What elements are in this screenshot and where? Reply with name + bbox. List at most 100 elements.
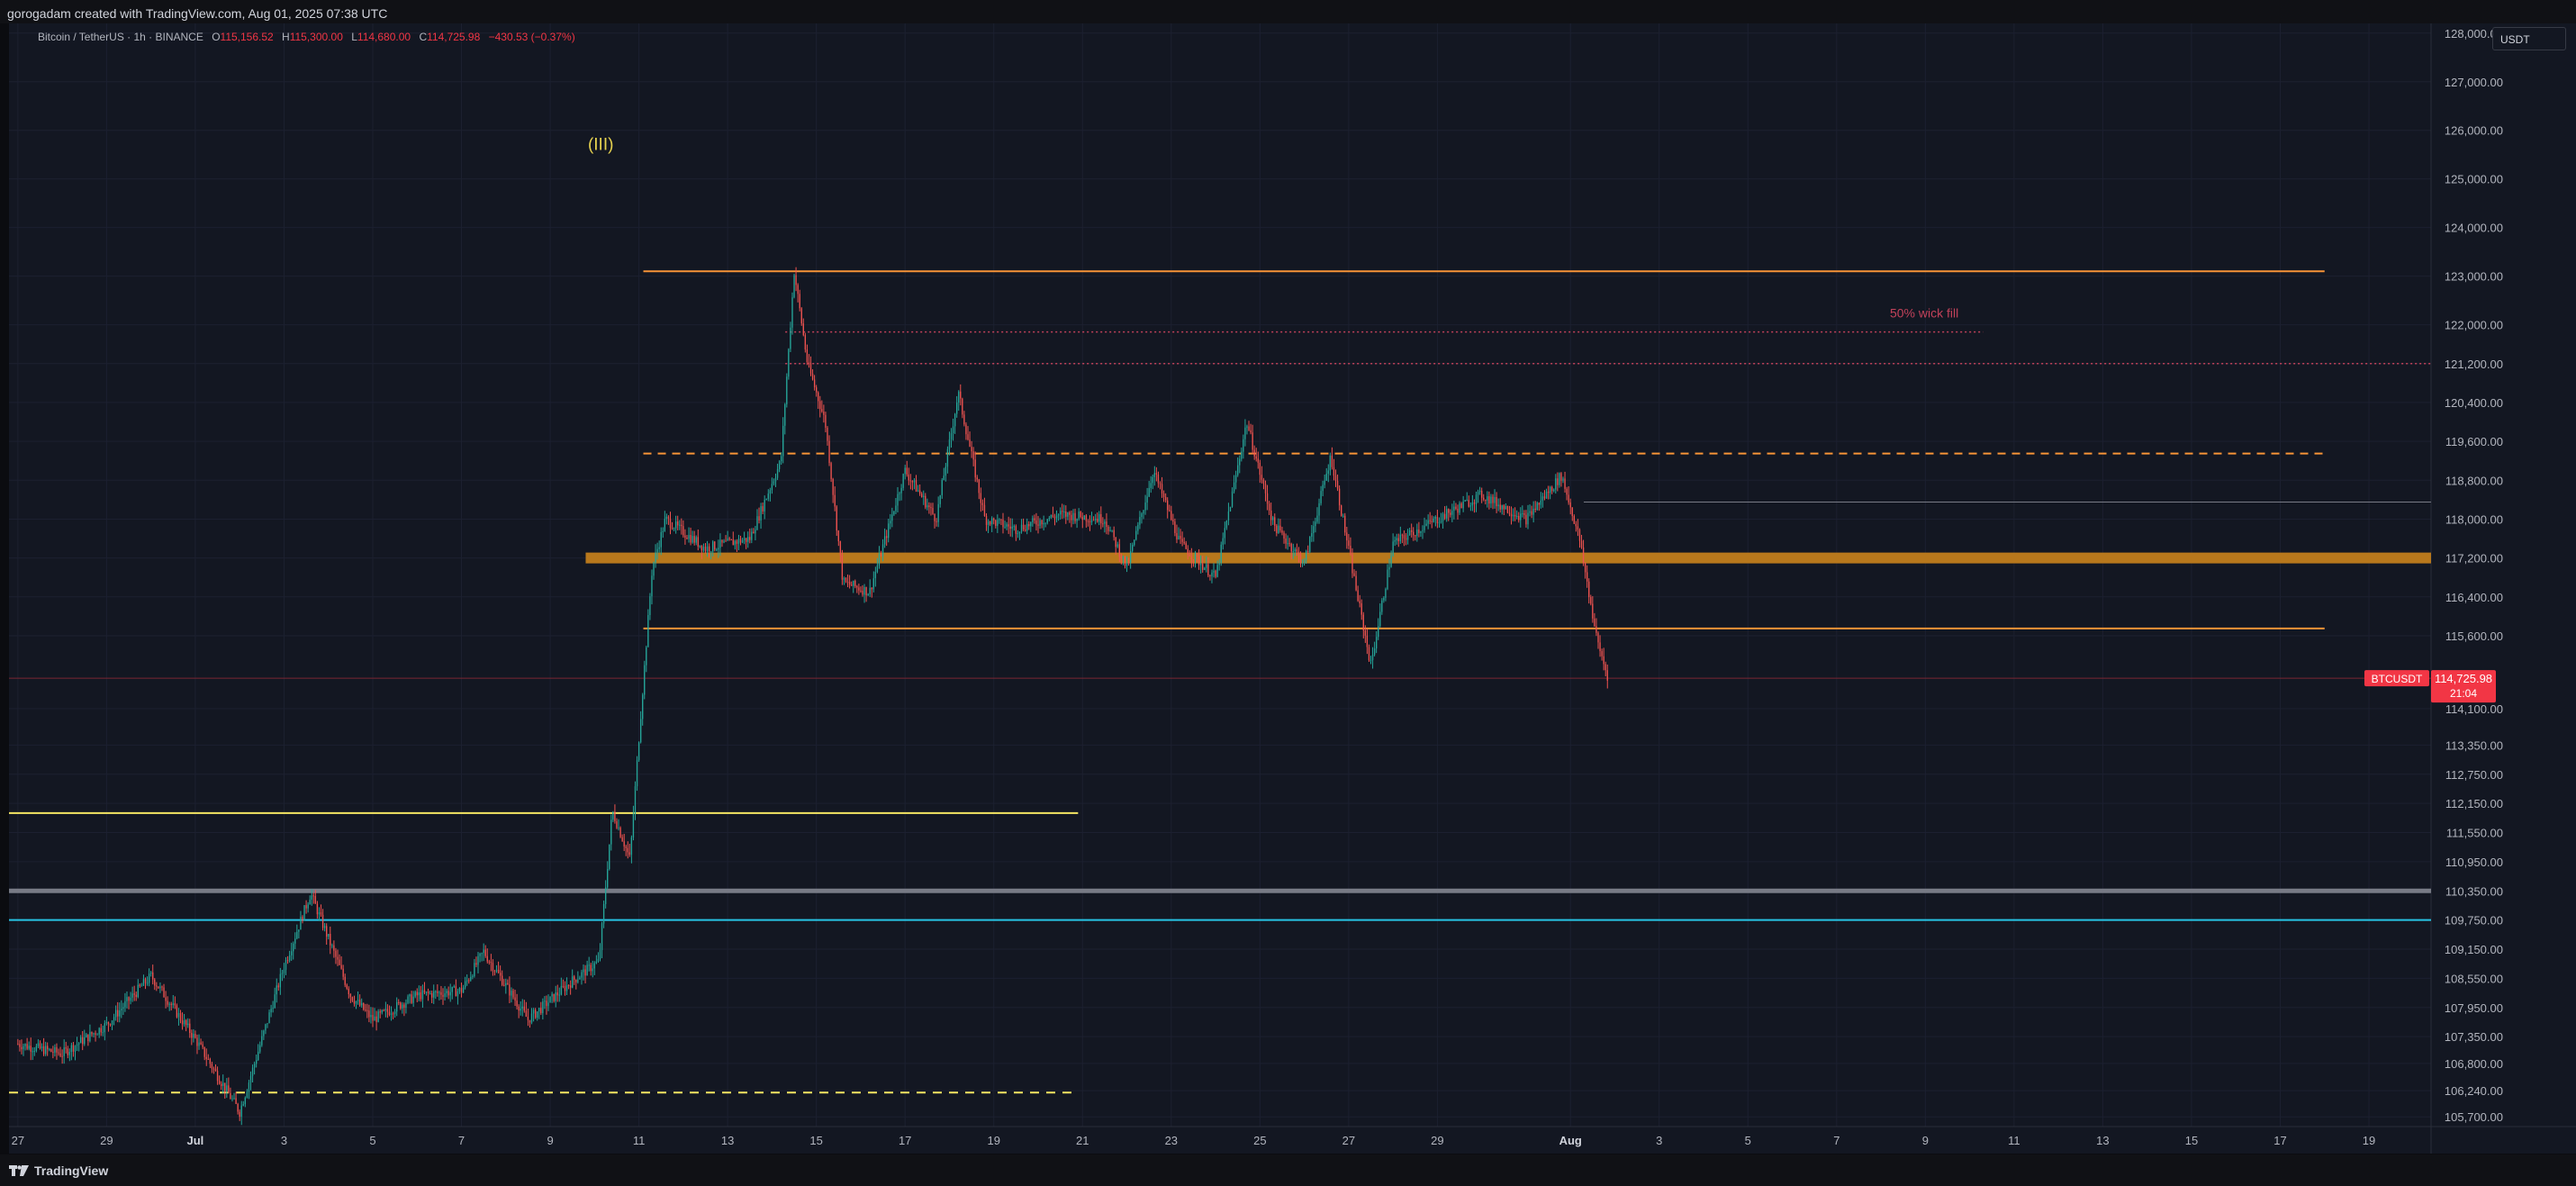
candle-body bbox=[848, 582, 851, 585]
symbol-name[interactable]: Bitcoin / TetherUS · 1h · BINANCE bbox=[38, 31, 203, 43]
candle-body bbox=[684, 535, 686, 538]
candle-body bbox=[1098, 513, 1100, 522]
candle-body bbox=[429, 992, 431, 994]
candle-body bbox=[520, 1008, 521, 1011]
candle-body bbox=[109, 1024, 112, 1026]
currency-button[interactable]: USDT bbox=[2492, 27, 2566, 50]
candle-body bbox=[1146, 496, 1148, 503]
candle-body bbox=[623, 841, 625, 846]
candle-body bbox=[530, 1013, 533, 1023]
candle-body bbox=[355, 1000, 357, 1004]
candle-body bbox=[32, 1051, 33, 1053]
candle-body bbox=[904, 467, 906, 475]
candle-body bbox=[1218, 562, 1220, 566]
candle-body bbox=[285, 960, 287, 970]
candle-body bbox=[1379, 611, 1381, 627]
candle-body bbox=[1357, 590, 1359, 602]
candle-body bbox=[1325, 474, 1327, 481]
tradingview-logo[interactable]: TradingView bbox=[9, 1163, 108, 1178]
candle-body bbox=[1506, 505, 1509, 513]
candle-body bbox=[122, 1007, 124, 1009]
price-tick-label: 109,150.00 bbox=[2445, 943, 2503, 956]
wave-annotation[interactable]: (III) bbox=[588, 135, 614, 154]
candle-body bbox=[1603, 656, 1604, 665]
candle-body bbox=[695, 537, 697, 543]
candle-body bbox=[642, 694, 644, 720]
candle-body bbox=[693, 536, 695, 543]
candlestick-chart[interactable]: (III) 50% wick fill 128,000.00 127,000.00 12… bbox=[9, 23, 2576, 1154]
candle-body bbox=[68, 1052, 70, 1055]
candle-body bbox=[63, 1047, 65, 1056]
candle-body bbox=[326, 926, 328, 937]
candle-body bbox=[328, 933, 330, 937]
symbol-badge bbox=[2364, 670, 2429, 687]
candle-body bbox=[1109, 530, 1111, 531]
candle-body bbox=[1220, 544, 1222, 563]
candle-body bbox=[1002, 520, 1004, 528]
candle-body bbox=[1299, 554, 1302, 564]
candle-body bbox=[194, 1034, 196, 1038]
candle-body bbox=[420, 991, 422, 1000]
candle-body bbox=[1316, 515, 1318, 522]
candle-body bbox=[737, 539, 740, 544]
candle-body bbox=[952, 426, 954, 434]
candle-body bbox=[296, 931, 298, 939]
candle-body bbox=[168, 1003, 170, 1005]
candle-body bbox=[682, 526, 684, 536]
candle-body bbox=[405, 1002, 407, 1009]
price-tick-label: 121,200.00 bbox=[2445, 358, 2503, 371]
candle-body bbox=[33, 1050, 35, 1052]
candle-body bbox=[1262, 479, 1265, 484]
candle-body bbox=[881, 544, 884, 557]
candle-body bbox=[126, 997, 128, 1001]
level-thick-band[interactable] bbox=[585, 552, 2432, 564]
candle-body bbox=[602, 903, 605, 924]
candle-body bbox=[431, 992, 433, 998]
candle-body bbox=[131, 993, 133, 998]
time-tick-label: 29 bbox=[1431, 1134, 1443, 1147]
time-tick-label: 7 bbox=[1833, 1134, 1839, 1147]
candle-body bbox=[111, 1020, 113, 1026]
candle-body bbox=[1334, 475, 1337, 481]
candle-body bbox=[815, 387, 818, 393]
candle-body bbox=[475, 963, 477, 965]
candle-body bbox=[1490, 496, 1492, 504]
candle-body bbox=[1246, 426, 1248, 428]
candle-body bbox=[697, 537, 699, 547]
candle-body bbox=[893, 511, 895, 515]
chart-area[interactable]: (III) 50% wick fill 128,000.00 127,000.00 12… bbox=[9, 23, 2576, 1154]
candle-body bbox=[1211, 572, 1213, 576]
time-tick-label: 13 bbox=[721, 1134, 734, 1147]
candle-body bbox=[466, 980, 468, 982]
candle-body bbox=[1035, 520, 1037, 525]
candle-body bbox=[802, 323, 804, 336]
candle-body bbox=[926, 505, 928, 508]
candle-body bbox=[337, 956, 339, 960]
candle-body bbox=[233, 1098, 235, 1100]
wick-fill-label[interactable]: 50% wick fill bbox=[1890, 305, 1958, 320]
candle-body bbox=[1446, 509, 1448, 519]
candle-body bbox=[708, 546, 710, 552]
candle-body bbox=[400, 1002, 402, 1009]
candle-body bbox=[662, 530, 664, 532]
candle-body bbox=[1582, 547, 1585, 564]
change-value: −430.53 (−0.37%) bbox=[488, 31, 575, 43]
candle-body bbox=[442, 994, 444, 997]
candle-body bbox=[1028, 523, 1030, 527]
price-tick-label: 111,550.00 bbox=[2446, 827, 2503, 840]
candle-body bbox=[393, 1011, 396, 1014]
candle-body bbox=[375, 1016, 377, 1022]
candle-body bbox=[839, 541, 842, 556]
candle-body bbox=[1227, 511, 1230, 521]
candle-body bbox=[1485, 499, 1487, 501]
price-tick-label: 120,400.00 bbox=[2445, 396, 2503, 410]
candle-body bbox=[47, 1046, 49, 1050]
candle-body bbox=[1162, 493, 1165, 497]
candle-body bbox=[1390, 556, 1392, 567]
candle-body bbox=[1294, 548, 1297, 552]
candle-body bbox=[1592, 603, 1594, 619]
candle-body bbox=[1053, 516, 1056, 519]
candle-body bbox=[91, 1031, 93, 1035]
candle-body bbox=[102, 1032, 104, 1034]
candle-body bbox=[537, 1011, 538, 1019]
